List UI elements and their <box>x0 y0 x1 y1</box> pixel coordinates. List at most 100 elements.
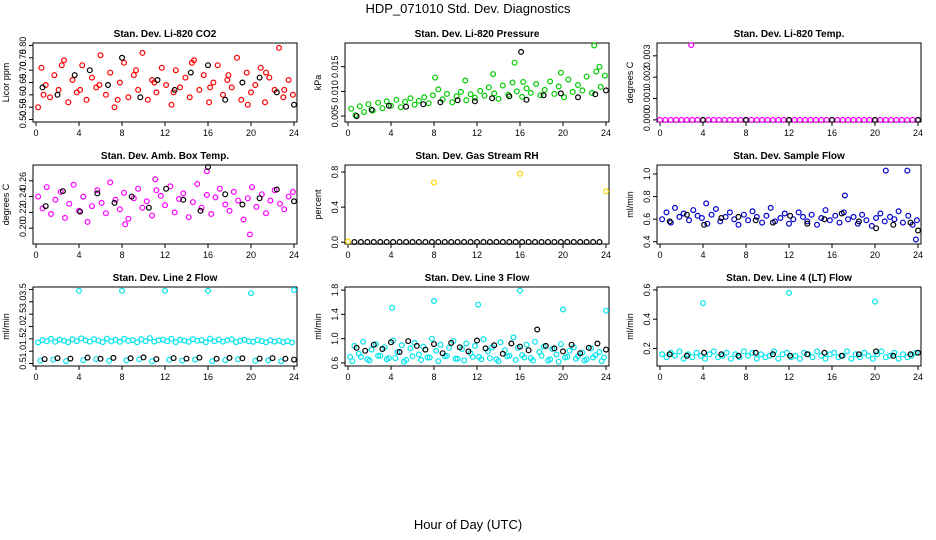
data-point <box>767 204 774 211</box>
x-tick-label: 24 <box>289 372 299 382</box>
data-point <box>392 355 399 362</box>
data-point <box>523 96 530 103</box>
data-point <box>499 82 506 89</box>
data-point <box>890 352 897 359</box>
data-point <box>214 62 221 69</box>
series-2 <box>351 239 603 246</box>
data-point <box>94 190 101 197</box>
data-point <box>106 357 113 364</box>
data-point <box>723 349 730 356</box>
y-axis-label: ml/min <box>313 313 323 340</box>
data-point <box>807 116 814 123</box>
x-tick-label: 12 <box>472 372 482 382</box>
x-tick-label: 0 <box>345 128 350 138</box>
data-point <box>804 218 811 225</box>
data-point <box>785 289 792 296</box>
x-tick-label: 20 <box>558 250 568 260</box>
data-point <box>822 207 829 214</box>
data-point <box>531 239 538 246</box>
data-point <box>804 351 811 358</box>
data-point <box>512 356 519 363</box>
chart-panel-4: Stan. Dev. Amb. Box Temp. 0 4 8 12 16 20 24 0.20… <box>1 151 299 260</box>
data-point <box>183 355 190 362</box>
data-point <box>790 216 797 223</box>
data-point <box>907 219 914 226</box>
data-point <box>205 164 212 171</box>
data-point <box>370 239 377 246</box>
data-point <box>845 216 852 223</box>
y-tick-label: 3.0 <box>18 296 28 309</box>
x-tick-label: 8 <box>431 372 436 382</box>
data-point <box>516 287 523 294</box>
y-tick-label: 0.4 <box>642 313 652 326</box>
x-tick-label: 4 <box>388 128 393 138</box>
data-point <box>588 89 595 96</box>
x-tick-label: 16 <box>203 250 213 260</box>
data-point <box>757 351 764 358</box>
x-tick-label: 20 <box>246 250 256 260</box>
data-point <box>581 357 588 364</box>
data-point <box>475 301 482 308</box>
data-point <box>127 355 134 362</box>
data-point <box>456 344 463 351</box>
data-point <box>704 220 711 227</box>
data-point <box>890 221 897 228</box>
data-point <box>895 355 902 362</box>
data-point <box>291 198 298 205</box>
data-point <box>663 209 670 216</box>
x-tick-label: 16 <box>203 372 213 382</box>
data-point <box>71 72 78 79</box>
y-tick-label: 0.6 <box>642 213 652 226</box>
plot-frame <box>344 164 610 245</box>
data-point <box>128 193 135 200</box>
data-point <box>557 239 564 246</box>
x-tick-label: 0 <box>33 128 38 138</box>
data-point <box>291 101 298 108</box>
data-point <box>171 86 178 93</box>
x-tick-label: 24 <box>289 250 299 260</box>
data-point <box>135 86 142 93</box>
data-point <box>239 79 246 86</box>
data-point <box>162 287 169 294</box>
data-point <box>886 352 893 359</box>
data-point <box>519 239 526 246</box>
data-point <box>238 96 245 103</box>
data-point <box>745 352 752 359</box>
data-point <box>701 221 708 228</box>
data-point <box>596 349 603 356</box>
data-point <box>443 352 450 359</box>
data-point <box>362 347 369 354</box>
data-point <box>240 216 247 223</box>
data-point <box>110 354 117 361</box>
data-point <box>666 218 673 225</box>
data-point <box>112 196 119 203</box>
data-point <box>525 239 532 246</box>
data-point <box>570 239 577 246</box>
data-point <box>375 99 382 106</box>
data-point <box>388 102 395 109</box>
data-point <box>832 212 839 219</box>
data-point <box>787 212 794 219</box>
series-1 <box>35 168 296 238</box>
data-point <box>461 357 468 364</box>
data-point <box>591 42 598 49</box>
x-tick-label: 24 <box>913 128 923 138</box>
chart-panel-7: Stan. Dev. Line 2 Flow 0 4 8 12 16 20 24 0.51.01… <box>1 273 299 382</box>
data-point <box>422 239 429 246</box>
series-1 <box>345 170 609 245</box>
y-axis-label: kPa <box>313 75 323 91</box>
data-point <box>180 196 187 203</box>
data-point <box>243 69 250 76</box>
data-point <box>680 355 687 362</box>
data-point <box>886 213 893 220</box>
x-tick-label: 4 <box>700 372 705 382</box>
data-point <box>431 341 438 348</box>
data-point <box>202 339 209 346</box>
data-point <box>540 92 547 99</box>
panel-title: Stan. Dev. Line 4 (LT) Flow <box>726 273 852 284</box>
data-point <box>220 91 227 98</box>
data-point <box>881 218 888 225</box>
data-point <box>506 93 513 100</box>
data-point <box>121 59 128 66</box>
data-point <box>559 348 566 355</box>
